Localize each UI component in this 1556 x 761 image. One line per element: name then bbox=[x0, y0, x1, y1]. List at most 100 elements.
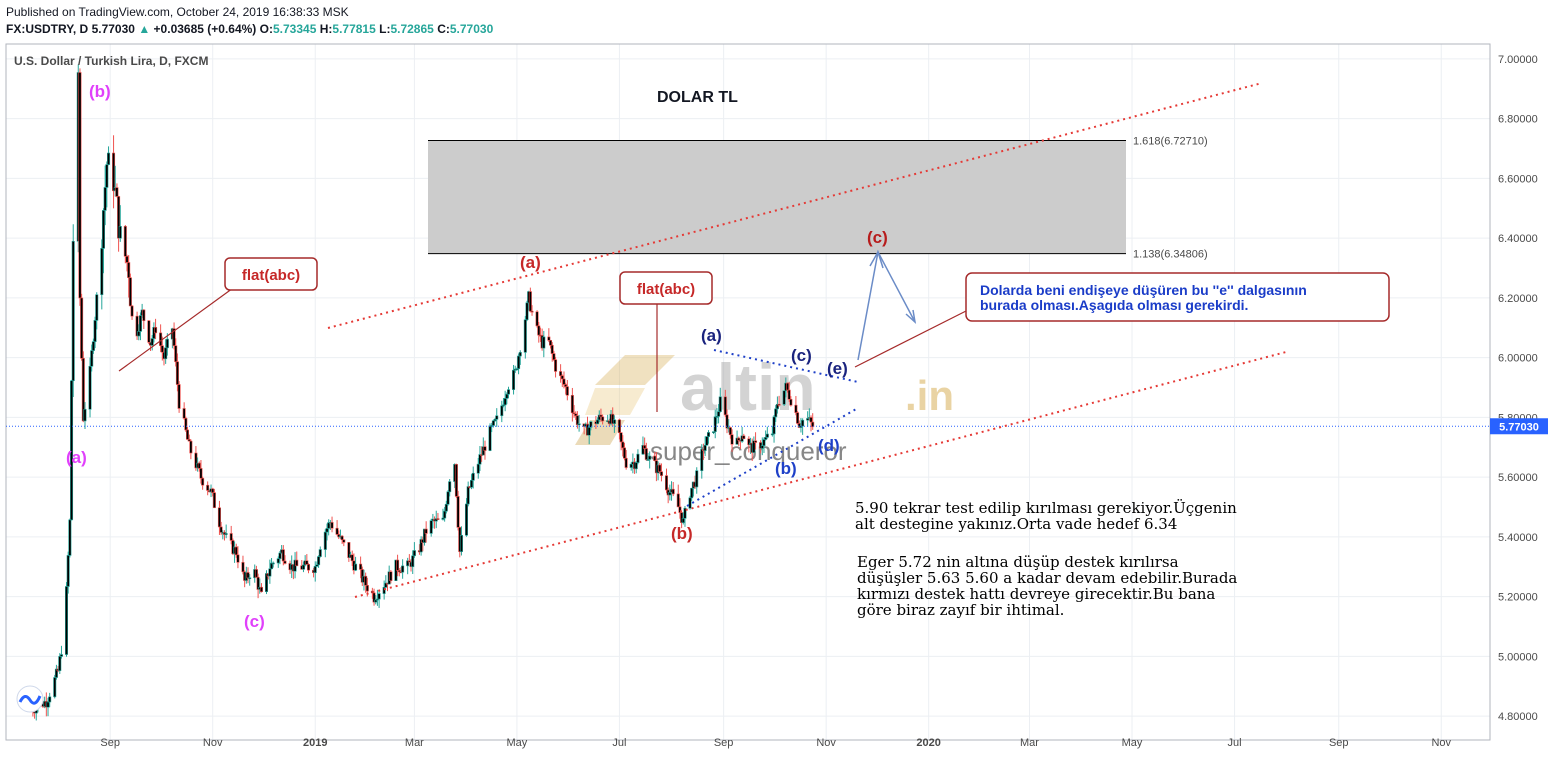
candle-body bbox=[560, 375, 564, 380]
candle-body bbox=[542, 336, 546, 349]
candle-body bbox=[105, 164, 109, 188]
candle-body bbox=[464, 503, 468, 536]
candle-body bbox=[125, 256, 129, 263]
candle-body bbox=[107, 152, 111, 165]
candle-body bbox=[653, 455, 657, 461]
watermark-brand: altin bbox=[680, 350, 816, 424]
candle-body bbox=[347, 542, 351, 559]
candle-body bbox=[470, 479, 474, 488]
note1-line2: alt destegine yakınız.Orta vade hedef 6.… bbox=[855, 515, 1177, 533]
candle-body bbox=[448, 481, 452, 493]
candle-body bbox=[48, 696, 52, 703]
price-axis[interactable]: 7.00000 6.80000 6.60000 6.40000 6.20000 6.000… bbox=[1498, 54, 1538, 723]
x-tick-label: Mar bbox=[1020, 737, 1039, 749]
candle-body bbox=[219, 526, 223, 533]
note2-line3: kırmızı destek hattı devreye girecektir.… bbox=[857, 585, 1215, 603]
candle-body bbox=[478, 454, 482, 465]
candle-body bbox=[550, 344, 554, 354]
callout-flat-mid bbox=[619, 271, 713, 305]
candle-body bbox=[507, 389, 511, 395]
candle-body bbox=[350, 554, 354, 562]
candle-body bbox=[147, 320, 151, 343]
candle-body bbox=[528, 291, 532, 312]
candle-body bbox=[101, 210, 105, 249]
candle-body bbox=[476, 463, 480, 474]
callout-flat-left-pointer bbox=[118, 282, 241, 372]
fib-label-1618: 1.618(6.72710) bbox=[1133, 135, 1208, 147]
candle-body bbox=[765, 433, 769, 438]
wave-magenta-c: (c) bbox=[244, 612, 265, 631]
candle-body bbox=[488, 425, 492, 451]
x-tick-label: Sep bbox=[714, 737, 734, 749]
candle-body bbox=[575, 415, 579, 426]
upper-channel-line bbox=[327, 82, 1263, 329]
candle-body bbox=[54, 668, 58, 678]
candle-body bbox=[281, 549, 285, 562]
candle-body bbox=[772, 416, 776, 435]
candle-body bbox=[59, 654, 63, 657]
y-tick-label: 6.20000 bbox=[1498, 293, 1538, 305]
candle-body bbox=[65, 586, 69, 655]
candle-body bbox=[95, 294, 99, 321]
candle-body bbox=[212, 492, 216, 509]
candle-body bbox=[717, 411, 721, 417]
triangle-upper-line bbox=[713, 349, 859, 383]
price-chart[interactable]: 1.618(6.72710) 1.138(6.34806) altin .in … bbox=[0, 40, 1556, 761]
candle-body bbox=[678, 506, 682, 513]
candle-body bbox=[456, 496, 460, 528]
candle-body bbox=[705, 436, 709, 446]
candle-body bbox=[742, 435, 746, 440]
candle-body bbox=[429, 520, 433, 534]
candle-body bbox=[177, 384, 181, 409]
x-tick-label: Jul bbox=[1228, 737, 1242, 749]
projection-path bbox=[857, 249, 917, 361]
fib-label-1138: 1.138(6.34806) bbox=[1133, 249, 1208, 261]
candle-body bbox=[150, 338, 154, 346]
callout-flat-left bbox=[224, 257, 318, 291]
candle-body bbox=[71, 241, 75, 382]
candle-body bbox=[224, 533, 228, 535]
candle-body bbox=[254, 569, 258, 578]
candle-body bbox=[643, 445, 647, 449]
tradingview-logo-icon bbox=[16, 685, 44, 713]
candle-body bbox=[436, 518, 440, 520]
candle-body bbox=[130, 305, 134, 317]
candle-body bbox=[703, 444, 707, 451]
candle-body bbox=[58, 656, 62, 671]
candle-body bbox=[505, 393, 509, 399]
candle-body bbox=[443, 510, 447, 519]
publish-header: Published on TradingView.com, October 24… bbox=[0, 0, 1556, 40]
quote-line: FX:USDTRY, D 5.77030 ▲ +0.03685 (+0.64%)… bbox=[6, 22, 493, 36]
wave-blue-c: (c) bbox=[791, 346, 812, 365]
candle-body bbox=[664, 475, 668, 491]
candle-body bbox=[137, 331, 141, 337]
wave-blue-b: (b) bbox=[775, 459, 797, 478]
candle-body bbox=[340, 535, 344, 541]
candle-body bbox=[90, 350, 94, 367]
candle-body bbox=[234, 546, 238, 556]
candle-body bbox=[537, 325, 541, 336]
candle-body bbox=[491, 420, 495, 426]
candle-body bbox=[512, 369, 516, 390]
candle-body bbox=[774, 408, 778, 418]
candle-body bbox=[68, 519, 72, 556]
candle-body bbox=[562, 378, 566, 385]
x-tick-label: May bbox=[507, 737, 528, 749]
candle-body bbox=[564, 384, 568, 387]
candle-body bbox=[305, 560, 309, 565]
wave-magenta-b: (b) bbox=[89, 82, 111, 101]
candle-body bbox=[271, 562, 275, 565]
candle-body bbox=[307, 564, 311, 571]
time-axis[interactable]: Sep Nov 2019 Mar May Jul Sep Nov 2020 Mar May Jul Se… bbox=[100, 737, 1451, 749]
candle-body bbox=[115, 187, 119, 197]
candle-body bbox=[175, 361, 179, 385]
candle-body bbox=[197, 462, 201, 469]
candle-body bbox=[444, 503, 448, 512]
candle-body bbox=[554, 359, 558, 372]
callout-concern-line1: Dolarda beni endişeye düşüren bu ''e'' d… bbox=[980, 282, 1307, 298]
x-tick-label: 2019 bbox=[303, 737, 327, 749]
candle-body bbox=[483, 446, 487, 451]
candle-body bbox=[186, 429, 190, 440]
candle-body bbox=[718, 396, 722, 412]
wave-red-b: (b) bbox=[671, 524, 693, 543]
